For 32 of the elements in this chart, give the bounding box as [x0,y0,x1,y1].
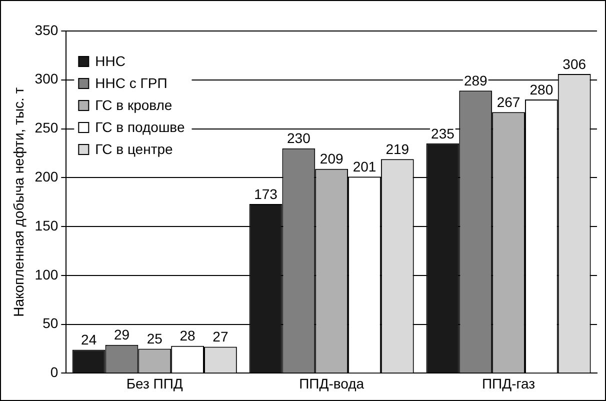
x-tick-label: Без ППД [126,375,184,392]
legend-label: ГС в подошве [95,118,185,135]
data-label: 25 [146,330,163,347]
legend-label: ННС [95,52,126,69]
data-label: 267 [496,94,520,110]
y-tick-label: 250 [34,120,58,136]
legend-label: ГС в кровле [95,96,172,113]
y-axis-title: Накопленная добыча нефти, тыс. т [10,86,26,317]
x-tick-label: ППД-вода [299,375,364,392]
legend-label: ГС в центре [95,140,174,157]
y-tick-label: 0 [50,364,58,380]
data-label: 27 [212,328,228,345]
data-label: 280 [530,81,554,98]
legend-label: ННС с ГРП [95,74,168,91]
data-label: 219 [386,140,410,157]
data-label: 173 [254,186,278,202]
y-tick-label: 150 [34,217,58,234]
data-label: 306 [562,56,586,72]
data-label: 201 [352,158,376,175]
data-label: 29 [114,326,130,343]
y-tick-label: 200 [34,168,58,185]
data-label: 209 [320,150,344,167]
data-label: 235 [431,125,455,142]
y-tick-label: 350 [34,22,58,38]
x-tick-label: ППД-газ [482,375,536,392]
y-tick-label: 300 [34,70,58,87]
data-label: 28 [180,328,196,344]
data-label: 24 [81,332,97,348]
data-label: 230 [286,130,311,146]
y-tick-label: 50 [42,315,58,332]
y-tick-label: 100 [34,266,58,282]
data-label: 289 [464,72,488,88]
